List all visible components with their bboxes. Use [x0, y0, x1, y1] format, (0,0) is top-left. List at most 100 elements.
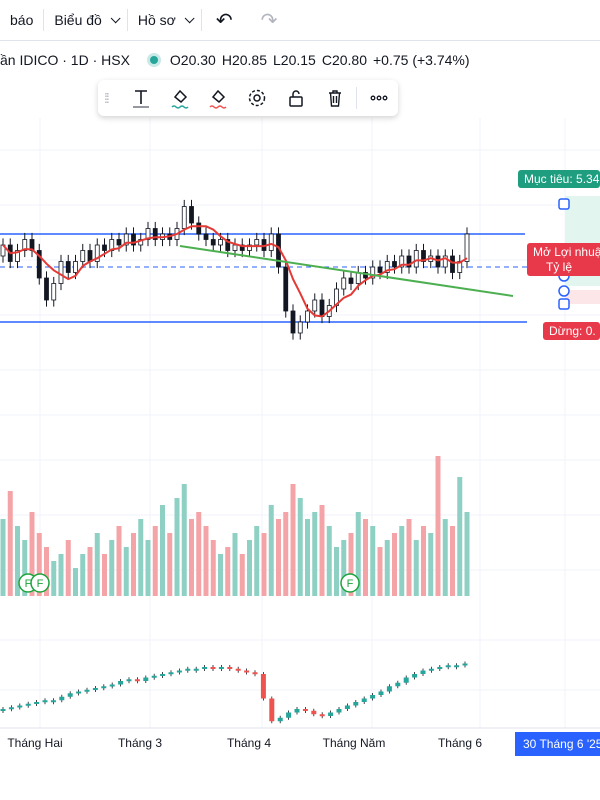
- event-marker-letter: F: [37, 578, 44, 590]
- trend-line: [179, 245, 514, 297]
- candle-body: [290, 310, 296, 334]
- volume-bar: [370, 526, 376, 596]
- lower-candle-body: [84, 689, 90, 692]
- volume-bar: [457, 477, 463, 596]
- more-icon[interactable]: [359, 80, 398, 116]
- lower-candle-body: [0, 709, 6, 711]
- volume-bar: [44, 547, 49, 596]
- volume-bar: [268, 505, 274, 596]
- ohlc-close: C20.80: [321, 52, 367, 68]
- symbol-name[interactable]: ần IDICO · 1D · HSX: [0, 52, 130, 68]
- x-axis-tick-label: Tháng 4: [227, 736, 271, 750]
- lower-candle-body: [42, 700, 48, 703]
- candle-body: [450, 255, 455, 273]
- candle-body: [392, 261, 397, 268]
- settings-icon[interactable]: [238, 80, 277, 116]
- candle-body: [413, 250, 419, 268]
- open-position-label[interactable]: Mở Lợi nhuận: [527, 243, 600, 261]
- candle-body: [348, 277, 354, 284]
- lower-candle-body: [227, 667, 233, 669]
- volume-bar: [123, 547, 129, 596]
- top-toolbar: báo Biểu đồ Hồ sơ ↶ ↷: [0, 0, 600, 41]
- stop-label[interactable]: Dừng: 0.: [543, 322, 600, 340]
- chart-menu-label: Biểu đồ: [54, 12, 102, 28]
- volume-bar: [341, 540, 347, 596]
- trash-icon[interactable]: [315, 80, 354, 116]
- chart-menu-button[interactable]: Biểu đồ: [44, 0, 126, 40]
- volume-bar: [218, 554, 223, 596]
- candle-body: [73, 261, 78, 273]
- toolbar-divider: [356, 87, 358, 109]
- position-handle: [558, 285, 570, 297]
- lower-candle-body: [294, 709, 300, 713]
- volume-bar: [428, 533, 434, 596]
- volume-bar: [305, 519, 310, 596]
- lower-candle-body: [454, 665, 460, 668]
- lower-candle-body: [319, 714, 325, 717]
- undo-icon[interactable]: ↶: [215, 9, 233, 32]
- lower-candle-body: [17, 705, 23, 708]
- toolbar-divider: [200, 9, 202, 31]
- candle-body: [58, 261, 64, 284]
- volume-bar: [138, 519, 144, 596]
- candle-body: [384, 261, 390, 273]
- candle-body: [80, 250, 86, 262]
- unlock-icon[interactable]: [277, 80, 316, 116]
- fill-icon[interactable]: [160, 80, 199, 116]
- lower-candle-body: [336, 709, 342, 713]
- candle-body: [377, 266, 383, 273]
- volume-bar: [355, 512, 361, 596]
- candle-body: [355, 272, 361, 284]
- candle-body: [312, 299, 318, 312]
- lower-candle-body: [202, 667, 208, 669]
- volume-bar: [464, 512, 470, 596]
- toolbar-divider: [43, 9, 45, 31]
- drag-handle-icon[interactable]: ⁞⁞: [104, 90, 110, 106]
- volume-bar: [348, 533, 354, 596]
- lower-candle-body: [118, 681, 124, 685]
- candle-body: [239, 244, 245, 251]
- candle-body: [210, 239, 216, 246]
- volume-bar: [319, 505, 325, 596]
- ohlc-high: H20.85: [221, 52, 268, 68]
- lower-candle-body: [235, 668, 241, 671]
- lower-candle-body: [412, 674, 418, 678]
- volume-bar: [276, 519, 281, 596]
- volume-bar: [283, 512, 289, 596]
- candle-body: [189, 206, 194, 224]
- volume-bar: [363, 519, 368, 596]
- lower-candle-body: [378, 691, 384, 695]
- text-icon[interactable]: [121, 80, 160, 116]
- volume-bar: [421, 526, 426, 596]
- profile-menu-button[interactable]: Hồ sơ: [128, 0, 201, 40]
- lower-candle-body: [176, 670, 182, 673]
- volume-bar: [116, 526, 122, 596]
- target-label[interactable]: Mục tiêu: 5.34: [518, 170, 600, 188]
- toolbar-item-alerts[interactable]: báo: [0, 0, 43, 40]
- position-handle: [558, 298, 570, 310]
- event-marker-letter: F: [347, 578, 354, 590]
- lower-candle-body: [92, 688, 98, 690]
- redo-icon[interactable]: ↷: [260, 9, 278, 32]
- candle-body: [283, 266, 289, 312]
- chart-grid: [0, 118, 600, 729]
- volume-bar: [22, 540, 28, 596]
- volume-bar: [232, 533, 238, 596]
- candle-body: [319, 299, 325, 317]
- lower-candle-body: [101, 686, 107, 689]
- lower-candle-body: [302, 709, 308, 711]
- volume-bar: [399, 526, 405, 596]
- volume-bar: [261, 533, 267, 596]
- volume-bar: [15, 526, 20, 596]
- ma-line: [2, 225, 468, 318]
- drawing-toolbar: ⁞⁞: [98, 80, 398, 116]
- lower-candle-body: [151, 675, 157, 678]
- ratio-label[interactable]: Tỷ lệ: [527, 258, 600, 276]
- candle-body: [51, 283, 57, 301]
- line-color-icon[interactable]: [199, 80, 238, 116]
- toolbar-item-alerts-label: báo: [10, 12, 34, 28]
- candle-body: [399, 255, 405, 268]
- volume-bar: [87, 547, 93, 596]
